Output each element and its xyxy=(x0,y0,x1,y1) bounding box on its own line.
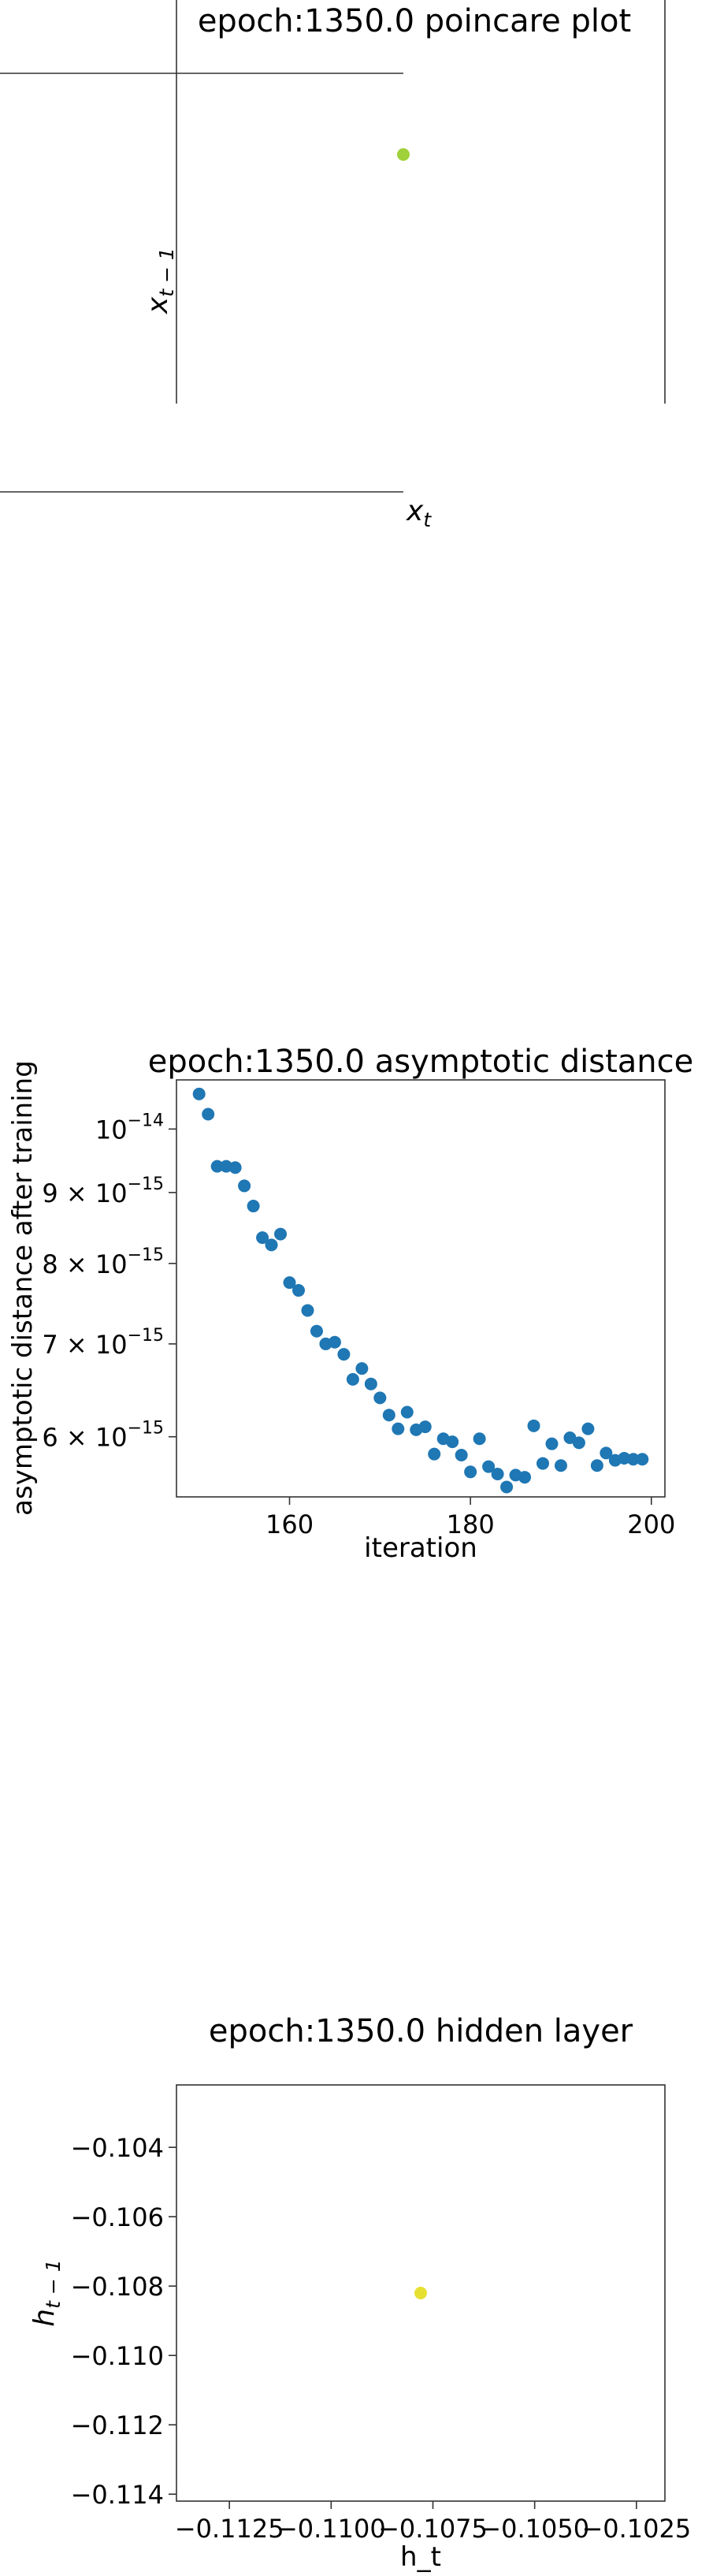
asymptotic-point xyxy=(247,1200,260,1213)
asymptotic-point xyxy=(537,1457,549,1470)
asymptotic-point xyxy=(265,1238,278,1252)
hidden-layer-points xyxy=(414,2287,427,2299)
asymptotic-point xyxy=(554,1459,567,1472)
asymptotic-point xyxy=(392,1422,405,1435)
asymptotic-point xyxy=(202,1107,215,1121)
asymptotic-x-tick-label: 160 xyxy=(265,1509,314,1539)
hidden-layer-title: epoch:1350.0 hidden layer xyxy=(209,2013,633,2049)
svg-text:xt − 1: xt − 1 xyxy=(142,248,178,315)
asymptotic-y-tick-label: 9 × 10−15 xyxy=(42,1174,164,1208)
asymptotic-xlabel: iteration xyxy=(364,1532,477,1564)
svg-text:ht − 1: ht − 1 xyxy=(28,2259,65,2326)
poincare-xlabel: xt xyxy=(406,495,432,531)
asymptotic-point xyxy=(446,1435,459,1449)
asymptotic-x-ticks: 160 180 200 xyxy=(265,1497,675,1539)
hidden-layer-plot-frame xyxy=(176,2084,666,2502)
asymptotic-point xyxy=(473,1432,486,1446)
asymptotic-point xyxy=(355,1362,369,1375)
hidden-layer-y-tick-label: −0.110 xyxy=(71,2341,164,2371)
asymptotic-point xyxy=(590,1459,603,1472)
poincare-point xyxy=(397,148,410,161)
asymptotic-plot-frame xyxy=(176,1079,666,1498)
asymptotic-point xyxy=(527,1419,540,1432)
hidden-layer-chart: epoch:1350.0 hidden layer −0.104−0.106−0… xyxy=(28,2013,691,2573)
asymptotic-point xyxy=(418,1420,432,1434)
hidden-layer-y-tick-label: −0.108 xyxy=(71,2272,164,2302)
asymptotic-point xyxy=(600,1446,613,1460)
asymptotic-point xyxy=(382,1409,395,1422)
poincare-title: epoch:1350.0 poincare plot xyxy=(198,3,631,39)
asymptotic-point xyxy=(210,1160,224,1173)
asymptotic-y-tick-label: 8 × 10−15 xyxy=(42,1245,164,1279)
asymptotic-point xyxy=(228,1161,242,1174)
asymptotic-point xyxy=(301,1304,314,1317)
asymptotic-point xyxy=(292,1284,305,1297)
asymptotic-point xyxy=(192,1087,206,1100)
asymptotic-point xyxy=(464,1465,477,1479)
hidden-layer-x-tick-label: −0.1050 xyxy=(480,2514,589,2544)
svg-text:xt: xt xyxy=(406,495,432,531)
hidden-layer-y-tick-label: −0.112 xyxy=(71,2410,164,2440)
svg-text:h_t: h_t xyxy=(400,2541,441,2573)
asymptotic-point xyxy=(238,1179,251,1193)
asymptotic-point xyxy=(346,1372,359,1386)
asymptotic-point xyxy=(400,1405,414,1419)
asymptotic-point xyxy=(482,1460,496,1473)
asymptotic-point xyxy=(373,1391,387,1405)
hidden-layer-x-tick-label: −0.1125 xyxy=(175,2514,284,2544)
hidden-layer-x-tick-label: −0.1075 xyxy=(378,2514,488,2544)
asymptotic-point xyxy=(274,1227,288,1241)
asymptotic-point xyxy=(256,1231,269,1245)
asymptotic-y-tick-label: 6 × 10−15 xyxy=(42,1419,164,1453)
asymptotic-point xyxy=(545,1437,559,1450)
hidden-layer-x-ticks: −0.1125−0.1100−0.1075−0.1050−0.1025 xyxy=(175,2501,691,2544)
asymptotic-point xyxy=(310,1324,323,1338)
hidden-layer-x-tick-label: −0.1025 xyxy=(581,2514,691,2544)
hidden-layer-ylabel: ht − 1 xyxy=(28,2259,65,2326)
asymptotic-point xyxy=(518,1471,532,1484)
hidden-layer-x-tick-label: −0.1100 xyxy=(277,2514,386,2544)
asymptotic-point xyxy=(500,1480,514,1494)
asymptotic-point xyxy=(626,1453,640,1466)
poincare-ylabel: xt − 1 xyxy=(142,248,178,315)
asymptotic-x-tick-label: 180 xyxy=(447,1509,495,1539)
asymptotic-point xyxy=(283,1276,296,1290)
asymptotic-point xyxy=(572,1436,585,1450)
asymptotic-ylabel: asymptotic distance after training xyxy=(7,1060,39,1516)
hidden-layer-y-ticks: −0.104 −0.106 −0.108 −0.110 −0.112 −0.114 xyxy=(71,2133,176,2510)
asymptotic-point xyxy=(581,1422,595,1435)
asymptotic-point xyxy=(455,1448,468,1461)
asymptotic-point xyxy=(337,1348,351,1361)
asymptotic-x-tick-label: 200 xyxy=(627,1509,675,1539)
asymptotic-chart: epoch:1350.0 asymptotic distance 10−14 9 … xyxy=(7,1044,693,1564)
asymptotic-point xyxy=(636,1453,649,1466)
hidden-layer-y-tick-label: −0.114 xyxy=(71,2480,164,2510)
asymptotic-y-tick-label: 7 × 10−15 xyxy=(42,1326,164,1360)
asymptotic-point xyxy=(428,1447,441,1461)
hidden-layer-point xyxy=(414,2287,427,2299)
asymptotic-y-ticks: 10−14 9 × 10−15 8 × 10−15 7 × 10−15 6 × 10−1… xyxy=(42,1111,176,1453)
asymptotic-point xyxy=(364,1377,377,1390)
hidden-layer-xlabel: h_t xyxy=(400,2541,441,2573)
hidden-layer-y-tick-label: −0.106 xyxy=(71,2202,164,2232)
asymptotic-y-tick-label: 10−14 xyxy=(95,1111,164,1145)
asymptotic-points xyxy=(192,1087,649,1494)
asymptotic-point xyxy=(491,1468,504,1481)
asymptotic-point xyxy=(328,1335,341,1349)
asymptotic-title: epoch:1350.0 asymptotic distance xyxy=(148,1044,694,1080)
poincare-chart: epoch:1350.0 poincare plot xt − 1 xt xyxy=(0,0,666,531)
hidden-layer-y-tick-label: −0.104 xyxy=(71,2133,164,2163)
